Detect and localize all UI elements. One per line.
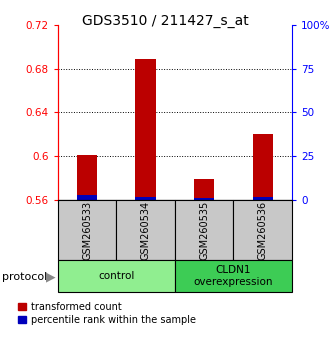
Text: GSM260534: GSM260534 — [141, 200, 150, 260]
Bar — [77, 195, 97, 200]
Bar — [252, 196, 273, 200]
Legend: transformed count, percentile rank within the sample: transformed count, percentile rank withi… — [18, 302, 196, 325]
Bar — [252, 134, 273, 200]
Text: GSM260536: GSM260536 — [258, 200, 268, 260]
Bar — [116, 200, 175, 260]
Text: control: control — [98, 271, 135, 281]
Text: protocol: protocol — [2, 272, 47, 282]
Bar — [135, 196, 156, 200]
Text: GDS3510 / 211427_s_at: GDS3510 / 211427_s_at — [82, 14, 248, 28]
Text: GSM260535: GSM260535 — [199, 200, 209, 260]
Bar — [58, 200, 116, 260]
Text: GSM260533: GSM260533 — [82, 200, 92, 260]
Bar — [58, 260, 175, 292]
Bar — [135, 59, 156, 200]
Bar — [234, 200, 292, 260]
Bar — [77, 155, 97, 200]
Bar — [175, 200, 234, 260]
Text: CLDN1
overexpression: CLDN1 overexpression — [194, 265, 273, 287]
Bar — [194, 179, 214, 200]
Bar — [194, 198, 214, 200]
Text: ▶: ▶ — [46, 270, 56, 283]
Bar — [175, 260, 292, 292]
